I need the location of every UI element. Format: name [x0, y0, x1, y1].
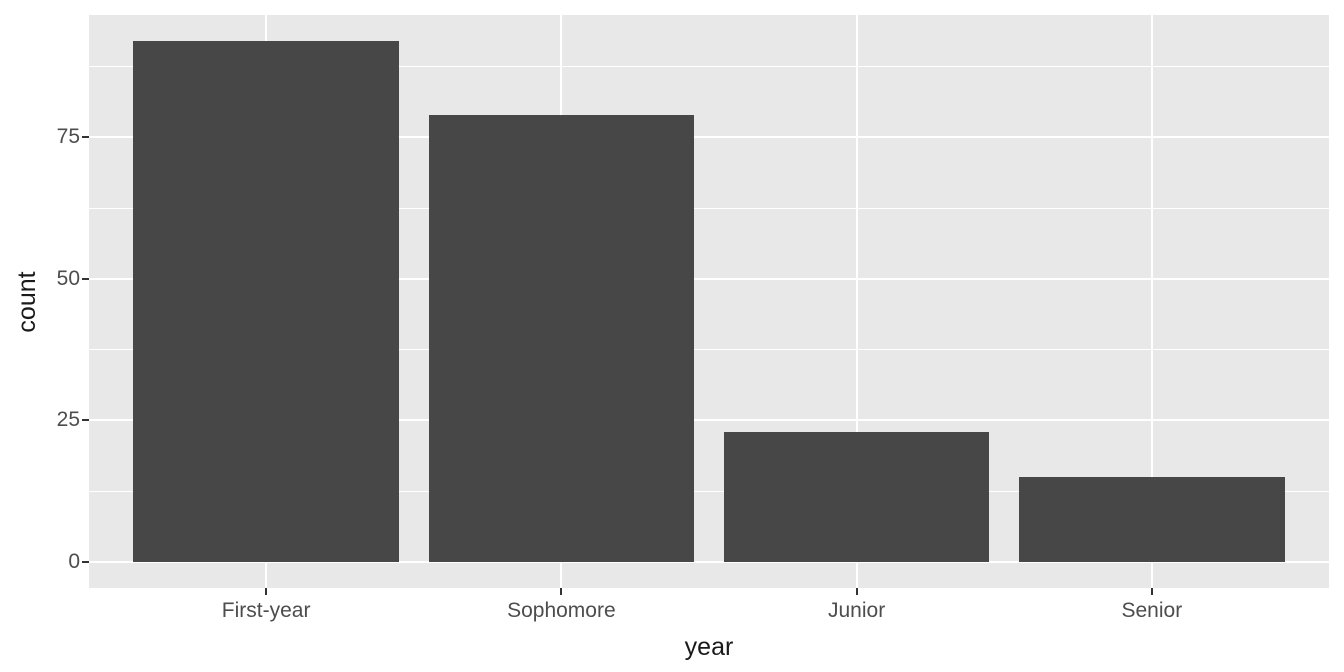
- x-axis-tick: [560, 588, 563, 595]
- y-tick-label: 0: [68, 549, 80, 573]
- gridline-minor: [89, 207, 1329, 209]
- plot-panel: [89, 15, 1329, 588]
- gridline-minor: [89, 490, 1329, 492]
- gridline-major-vertical: [1150, 15, 1153, 588]
- gridline-major: [89, 277, 1329, 280]
- y-axis-tick: [82, 136, 89, 139]
- x-tick-label: First-year: [221, 599, 311, 622]
- y-tick-label: 50: [56, 266, 80, 290]
- x-axis-tick: [855, 588, 858, 595]
- gridline-major-vertical: [855, 15, 858, 588]
- y-axis-tick: [82, 560, 89, 563]
- y-axis-tick: [82, 277, 89, 280]
- x-tick-label: Junior: [828, 599, 886, 622]
- x-axis-tick: [1150, 588, 1153, 595]
- x-tick-label: Senior: [1121, 599, 1183, 622]
- gridline-major: [89, 560, 1329, 563]
- gridline-major: [89, 136, 1329, 139]
- bar-sophomore: [428, 114, 695, 562]
- gridline-minor: [89, 349, 1329, 351]
- gridline-minor: [89, 66, 1329, 68]
- bar-first-year: [133, 41, 399, 562]
- y-axis-tick: [82, 419, 89, 422]
- x-axis-tick: [265, 588, 268, 595]
- y-tick-label: 75: [56, 125, 80, 149]
- bar-junior: [723, 431, 990, 562]
- gridline-major: [89, 419, 1329, 422]
- y-tick-label: 25: [56, 408, 80, 432]
- y-axis-title: count: [13, 270, 41, 333]
- bar-senior: [1019, 477, 1285, 562]
- x-axis-title: year: [684, 633, 734, 661]
- x-tick-label: Sophomore: [507, 599, 616, 622]
